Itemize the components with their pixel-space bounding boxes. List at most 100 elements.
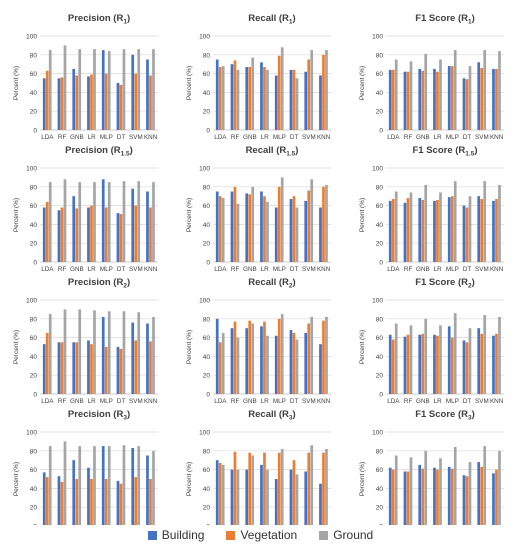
x-tick-label: LDA xyxy=(41,398,54,405)
x-tick-label: MLP xyxy=(100,266,113,273)
bar-building-lr xyxy=(433,200,436,262)
x-tick-label: LR xyxy=(261,134,270,141)
y-tick-label: 0 xyxy=(379,524,383,526)
bar-vegetation-lda xyxy=(391,469,395,525)
bar-building-dt xyxy=(116,213,120,262)
y-tick-label: 40 xyxy=(376,90,384,97)
bar-ground-dt xyxy=(468,328,472,394)
x-tick-label: LDA xyxy=(387,134,400,141)
bar-building-lda xyxy=(42,344,46,394)
x-tick-label: GNB xyxy=(243,266,257,273)
y-tick-label: 0 xyxy=(33,260,37,267)
bar-building-knn xyxy=(319,75,322,130)
y-tick-label: 40 xyxy=(376,222,384,229)
bar-building-mlp xyxy=(274,75,278,130)
x-tick-label: DT xyxy=(463,398,472,405)
x-tick-label: DT xyxy=(117,134,126,141)
bar-building-lda xyxy=(215,59,219,130)
bar-vegetation-rf xyxy=(406,334,410,394)
y-tick-label: 20 xyxy=(376,109,384,116)
x-tick-label: RF xyxy=(231,134,240,141)
bar-ground-rf xyxy=(236,469,240,525)
x-tick-label: KNN xyxy=(490,134,504,141)
bar-building-rf xyxy=(57,78,61,130)
bar-ground-lr xyxy=(439,458,442,525)
bar-building-dt xyxy=(289,199,293,262)
bar-building-lda xyxy=(215,318,219,394)
bar-building-rf xyxy=(230,64,234,130)
bar-ground-dt xyxy=(295,207,299,262)
bar-ground-dt xyxy=(468,66,472,130)
bar-building-dt xyxy=(462,340,466,394)
bar-building-lda xyxy=(215,460,219,525)
y-tick-label: 60 xyxy=(376,467,384,474)
bar-building-gnb xyxy=(418,334,422,394)
bar-building-dt xyxy=(289,469,293,525)
legend-swatch-ground xyxy=(319,530,329,540)
bar-ground-svm xyxy=(137,446,141,525)
bar-vegetation-knn xyxy=(322,54,325,130)
chart-title-subscript: 1.5 xyxy=(121,151,130,158)
chart-title: F1 Score (R1.5) xyxy=(412,145,477,158)
bar-ground-mlp xyxy=(107,51,111,130)
bar-ground-gnb xyxy=(251,57,255,131)
bar-vegetation-svm xyxy=(480,199,484,262)
bar-vegetation-svm xyxy=(307,190,311,262)
bar-ground-lr xyxy=(439,59,442,130)
y-tick-label: 0 xyxy=(379,128,383,135)
chart-title: Recall (R2) xyxy=(248,277,295,290)
bar-ground-lda xyxy=(221,464,225,525)
bar-vegetation-gnb xyxy=(421,70,425,130)
bar-building-lda xyxy=(42,78,46,130)
chart-title-close: ) xyxy=(127,13,130,24)
bar-ground-gnb xyxy=(78,309,82,394)
y-tick-label: 40 xyxy=(30,486,38,493)
y-tick-label: 80 xyxy=(203,448,211,455)
bar-ground-knn xyxy=(498,184,501,262)
legend-item-ground: Ground xyxy=(319,528,373,542)
chart-title-text: Recall (R xyxy=(248,409,289,420)
y-axis-label: Percent (%) xyxy=(13,198,20,232)
bar-vegetation-lr xyxy=(90,479,93,525)
x-tick-label: LR xyxy=(88,266,97,273)
bar-building-lda xyxy=(388,334,392,394)
bar-vegetation-lda xyxy=(218,67,222,130)
bar-ground-mlp xyxy=(453,313,457,394)
bar-vegetation-gnb xyxy=(421,199,425,262)
bar-ground-lda xyxy=(48,314,52,394)
y-tick-label: 20 xyxy=(30,505,38,512)
chart-title-text: Precision (R xyxy=(65,145,121,156)
bar-vegetation-mlp xyxy=(450,468,454,525)
y-axis-label: Percent (%) xyxy=(186,66,193,100)
bar-ground-lda xyxy=(221,332,225,394)
bar-vegetation-lda xyxy=(218,342,222,394)
bar-building-svm xyxy=(304,200,308,262)
legend-swatch-vegetation xyxy=(226,530,236,540)
chart-title: Recall (R1) xyxy=(248,13,295,26)
x-tick-label: MLP xyxy=(273,398,286,405)
bar-vegetation-svm xyxy=(480,333,484,394)
x-tick-label: DT xyxy=(117,266,126,273)
bar-vegetation-mlp xyxy=(277,318,281,394)
bar-building-gnb xyxy=(245,469,249,525)
chart-title-text: Precision (R xyxy=(68,277,124,288)
x-tick-label: LDA xyxy=(41,266,54,273)
bar-building-gnb xyxy=(72,196,76,262)
bar-ground-lda xyxy=(221,66,225,130)
bar-building-lda xyxy=(215,191,219,262)
x-tick-label: SVM xyxy=(302,134,316,141)
bar-ground-rf xyxy=(409,61,413,130)
bar-vegetation-dt xyxy=(465,476,469,525)
bar-ground-dt xyxy=(122,445,126,525)
bar-vegetation-mlp xyxy=(104,207,108,262)
bar-ground-knn xyxy=(152,182,155,262)
chart-title-text: Precision (R xyxy=(68,13,124,24)
bar-ground-rf xyxy=(63,441,67,525)
bar-building-rf xyxy=(403,336,407,394)
bar-vegetation-gnb xyxy=(421,333,425,394)
bar-vegetation-svm xyxy=(480,466,484,525)
bar-building-lr xyxy=(260,62,263,130)
bar-vegetation-lr xyxy=(263,196,266,262)
